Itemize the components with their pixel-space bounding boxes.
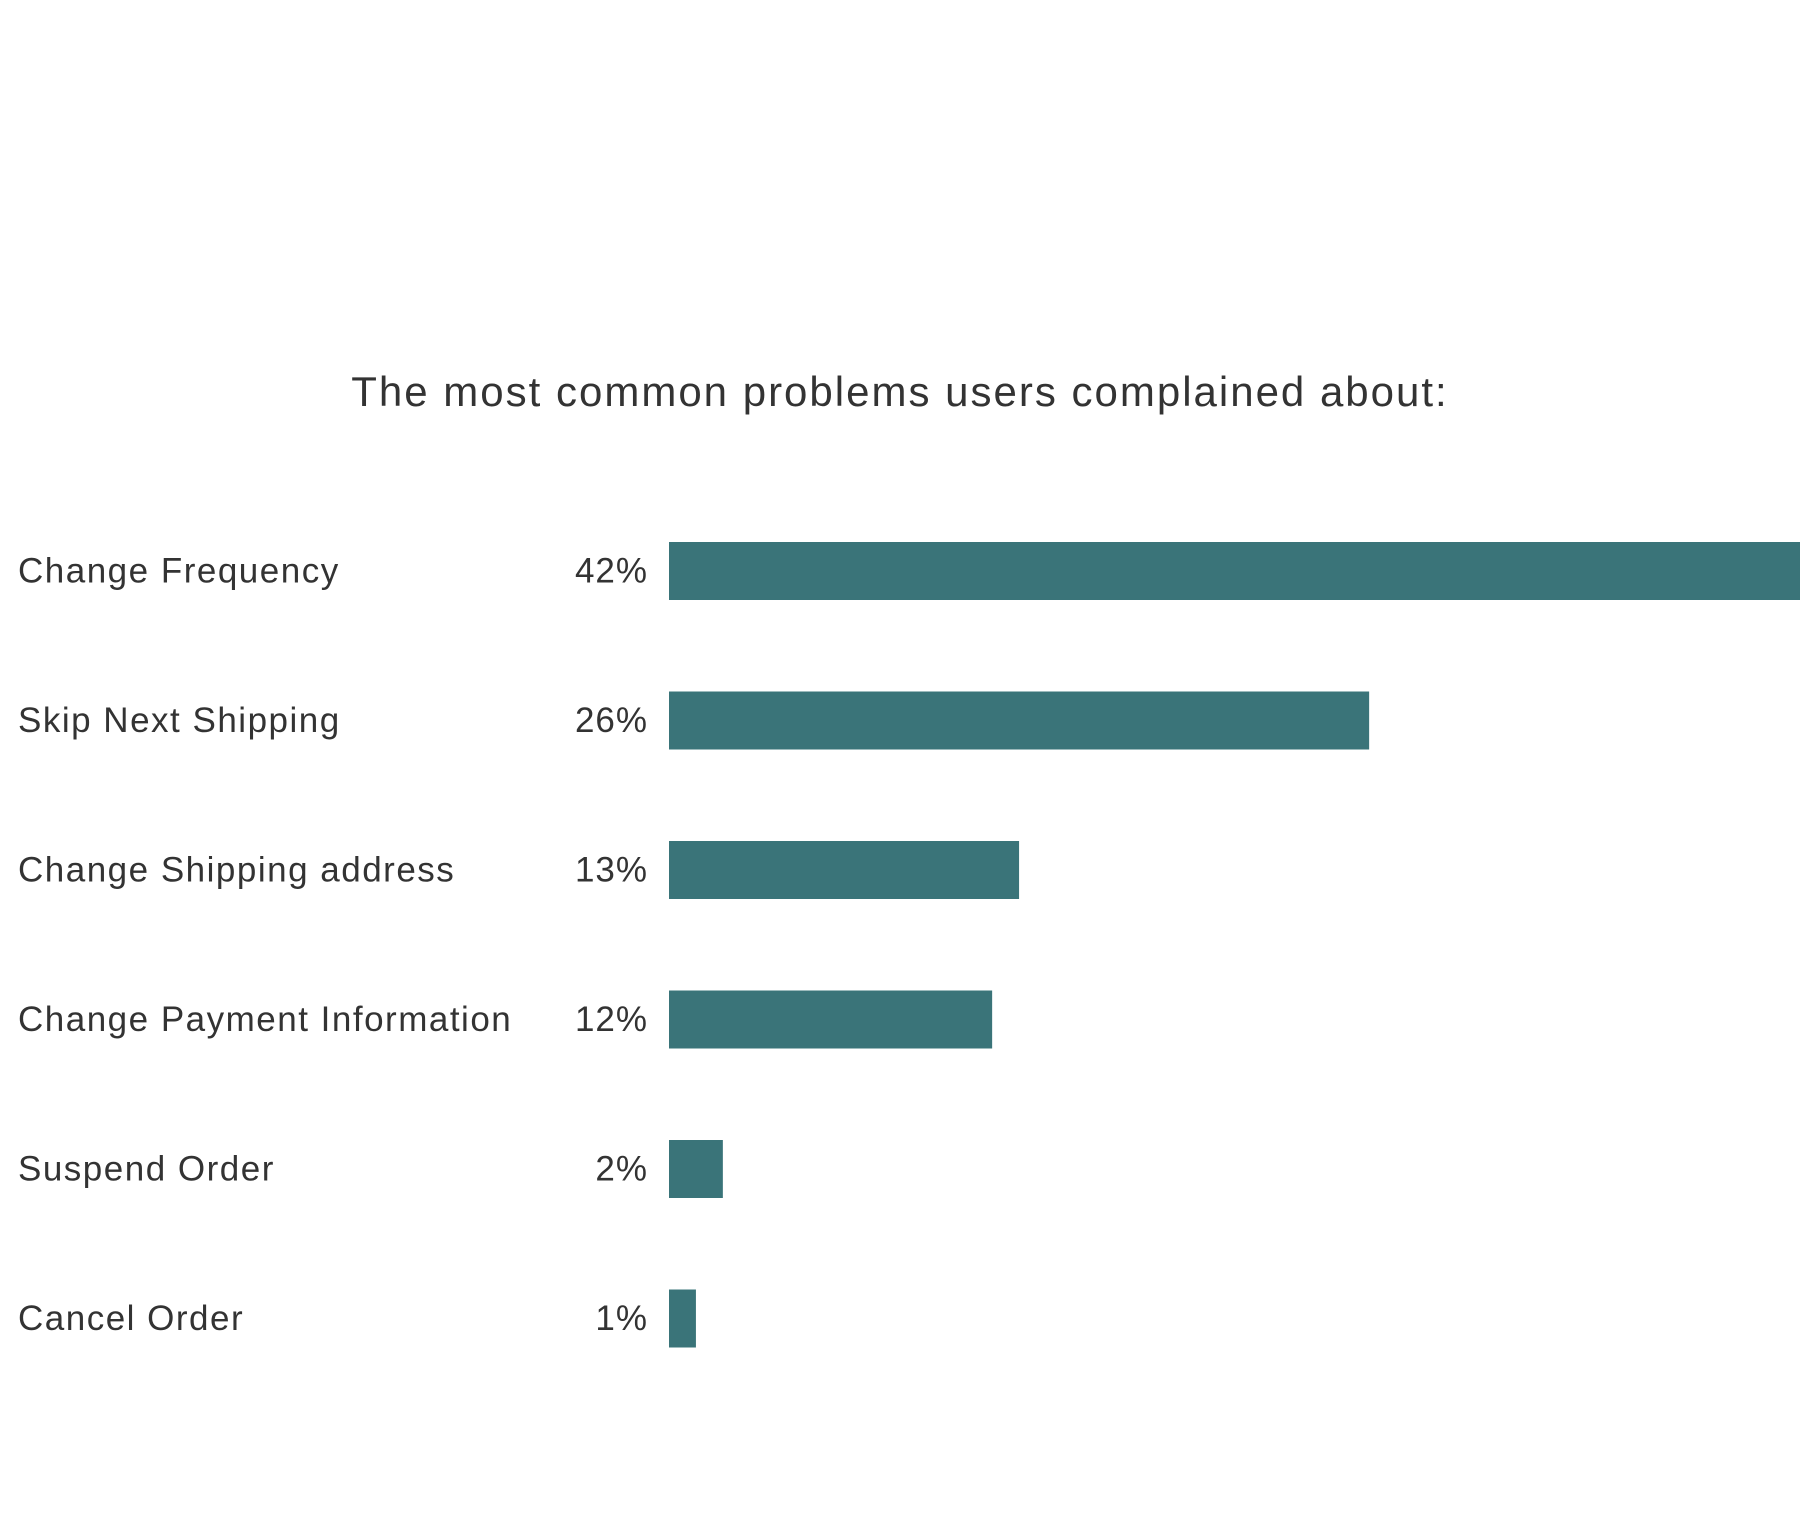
bar [669, 691, 1370, 750]
bars-layer: Change Frequency 42% Skip Next Shipping 26%… [18, 542, 1800, 1348]
bar [669, 990, 993, 1049]
bar [669, 1289, 696, 1348]
value-label: 13% [575, 851, 648, 890]
bar [669, 841, 1020, 899]
category-label: Change Shipping address [18, 851, 455, 890]
category-label: Suspend Order [18, 1150, 275, 1189]
chart-title: The most common problems users complaine… [351, 368, 1449, 415]
bar [669, 1140, 723, 1198]
category-label: Cancel Order [18, 1299, 244, 1338]
category-label: Change Payment Information [18, 1000, 512, 1039]
bar [669, 542, 1800, 600]
value-label: 42% [575, 552, 648, 591]
value-label: 12% [575, 1000, 648, 1039]
category-label: Skip Next Shipping [18, 701, 341, 740]
category-label: Change Frequency [18, 552, 340, 591]
value-label: 26% [575, 701, 648, 740]
value-label: 2% [595, 1150, 648, 1189]
value-label: 1% [595, 1299, 648, 1338]
